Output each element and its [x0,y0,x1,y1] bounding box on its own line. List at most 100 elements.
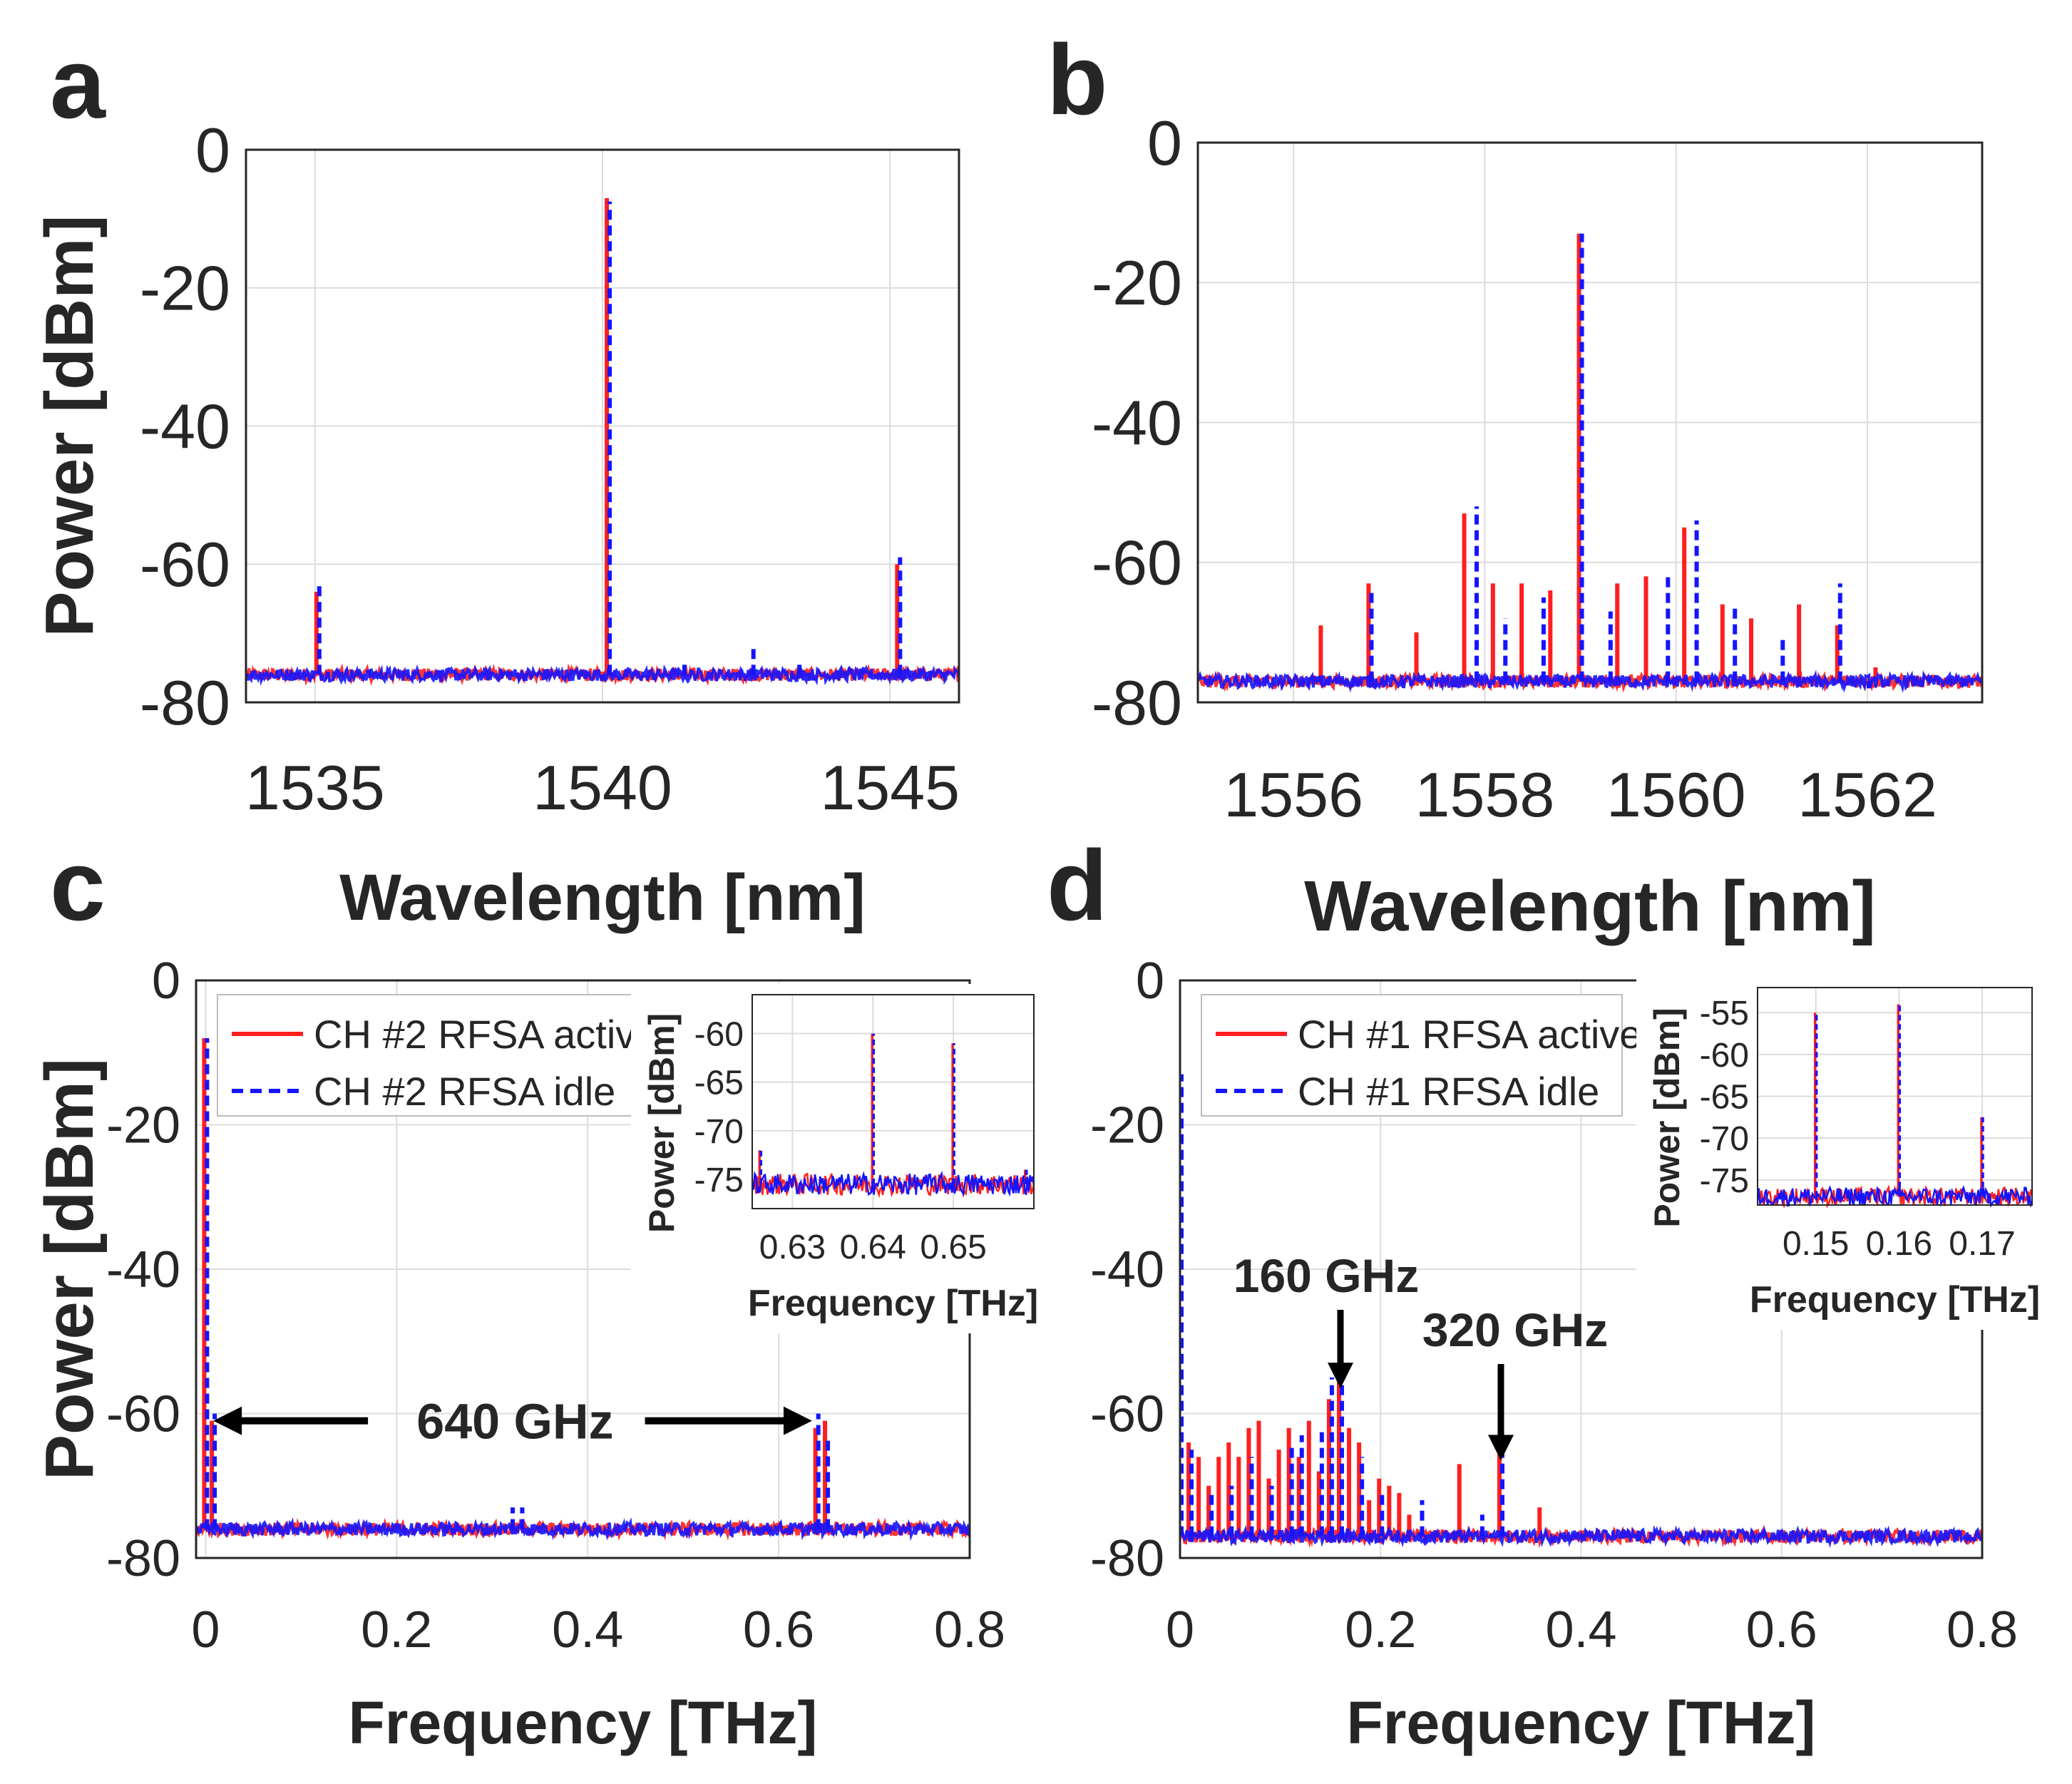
inset-background [631,984,1045,1333]
y-axis-label: Power [dBm] [31,1058,108,1480]
x-tick-label: 0 [191,1601,220,1659]
y-tick-label: 0 [1147,108,1182,178]
y-tick-label: -40 [106,1241,180,1298]
inset-frame [752,994,1035,1209]
x-tick-label: 1540 [533,752,672,823]
inset-y-tick-label: -65 [694,1065,744,1102]
y-tick-label: -20 [1092,247,1182,318]
series-ch-1-rfsa-idle-floor [1180,1524,1982,1549]
x-tick-label: 0.2 [1345,1601,1416,1659]
y-tick-label: 0 [152,953,180,1010]
y-tick-label: -20 [106,1097,180,1154]
inset-x-axis-label: Frequency [THz] [748,1283,1038,1324]
inset-x-tick-label: 0.16 [1866,1225,1932,1263]
y-tick-label: -80 [1090,1530,1164,1587]
inset-y-axis-label: Power [dBm] [1647,1008,1687,1227]
x-axis-label: Wavelength [nm] [1304,866,1876,946]
series-ch-2-rfsa-idle-floor [196,1517,970,1542]
y-axis-label: Power [dBm] [31,215,108,637]
inset-x-tick-label: 0.65 [920,1229,986,1266]
x-tick-label: 0.4 [552,1601,623,1659]
inset-series-idle [751,1170,1035,1197]
inset-x-tick-label: 0.15 [1783,1225,1849,1263]
inset-y-tick-label: -60 [1700,1037,1749,1075]
plot-traces [1198,233,1982,693]
annotation-label: 640 GHz [416,1394,613,1450]
chart-panel-c: 0 0.2 0.4 0.6 0.8 0 -20 -40 -60 -80 Frequency [THz… [31,953,1045,1756]
chart-panel-d: 0 0.2 0.4 0.6 0.8 0 -20 -40 -60 -80 Frequency [THz… [1090,953,2043,1756]
legend-entry: CH #1 RFSA active [1298,1012,1641,1057]
inset-background [1636,977,2043,1330]
y-tick-label: 0 [195,115,230,185]
inset-d: 0.15 0.16 0.17 -55 -60 -65-70 -75 Frequency [TH… [1636,977,2043,1330]
x-tick-label: 0 [1166,1601,1194,1659]
x-axis-label: Frequency [THz] [348,1689,817,1756]
x-tick-label: 1558 [1415,759,1555,830]
y-tick-label: -60 [1090,1386,1164,1443]
inset-c: 0.63 0.64 0.65 -60 -65 -70 -75 Frequency [THz] P… [631,984,1045,1333]
legend-entry: CH #2 RFSA idle [314,1069,615,1114]
chart-panel-a: 1535 1540 1545 0 -20 -40 -60 -80 Wavelength [nm]… [31,115,960,934]
plot-traces [196,1038,970,1542]
y-tick-label: -40 [140,391,230,461]
y-tick-label: -60 [106,1386,180,1443]
x-axis-label: Wavelength [nm] [339,861,866,934]
inset-y-tick-label: -75 [1700,1162,1749,1200]
axes-frame [1196,141,1984,704]
annotation-arrowhead [1328,1363,1353,1389]
panel-label-b: b [1047,24,1108,135]
y-tick-label: -40 [1092,387,1182,458]
inset-frame [1757,987,2033,1206]
inset-y-tick-label: -65 [1700,1079,1749,1117]
y-tick-label: -40 [1090,1241,1164,1298]
x-tick-label: 1562 [1797,759,1937,830]
x-tick-label: 0.6 [1746,1601,1817,1659]
axes-frame [245,148,960,704]
panel-label-a: a [50,27,106,139]
inset-x-tick-label: 0.64 [840,1229,906,1266]
x-axis-label: Frequency [THz] [1346,1689,1815,1756]
annotation-label: 160 GHz [1234,1249,1419,1302]
x-tick-label: 0.6 [743,1601,814,1659]
inset-series-idle [1756,1184,2033,1208]
plot-traces [246,198,959,687]
y-tick-label: 0 [1136,953,1164,1010]
panel-label-d: d [1047,829,1108,941]
series-idle-floor [1198,670,1982,693]
inset-y-tick-label: -70 [694,1113,744,1151]
x-tick-label: 1535 [245,752,385,823]
y-tick-label: -60 [140,529,230,600]
inset-y-tick-label: -55 [1700,995,1749,1032]
inset-y-axis-label: Power [dBm] [642,1013,682,1233]
x-tick-label: 0.4 [1545,1601,1616,1659]
inset-y-tick-label: -75 [694,1162,744,1199]
inset-y-tick-label: -60 [694,1016,744,1054]
y-tick-label: -80 [140,667,230,738]
legend-box [217,994,639,1117]
annotation-arrowhead [783,1406,812,1435]
y-tick-label: -80 [106,1530,180,1587]
inset-x-axis-label: Frequency [THz] [1750,1279,2040,1321]
x-tick-label: 1560 [1606,759,1746,830]
x-tick-label: 1556 [1224,759,1363,830]
annotation-label: 320 GHz [1422,1303,1608,1356]
y-tick-label: -80 [1092,667,1182,738]
series-idle-floor [246,664,959,687]
inset-x-tick-label: 0.63 [759,1229,826,1266]
inset-x-tick-label: 0.17 [1949,1225,2015,1263]
legend-entry: CH #1 RFSA idle [1298,1069,1599,1114]
y-tick-label: -20 [1090,1097,1164,1154]
x-tick-label: 0.2 [361,1601,432,1659]
legend-entry: CH #2 RFSA active [314,1012,657,1057]
inset-y-tick-label: -70 [1700,1120,1749,1158]
x-tick-label: 0.8 [934,1601,1005,1659]
y-tick-label: -60 [1092,528,1182,598]
y-tick-label: -20 [140,253,230,324]
panel-label-c: c [50,829,106,941]
x-tick-label: 0.8 [1947,1601,2018,1659]
chart-panel-b: 1556 1558 1560 1562 0 -20 -40 -60 -80 Wavelength … [1092,108,1984,946]
annotation-arrowhead [1488,1435,1514,1461]
annotation-arrowhead [213,1406,242,1435]
legend-box [1201,994,1623,1117]
